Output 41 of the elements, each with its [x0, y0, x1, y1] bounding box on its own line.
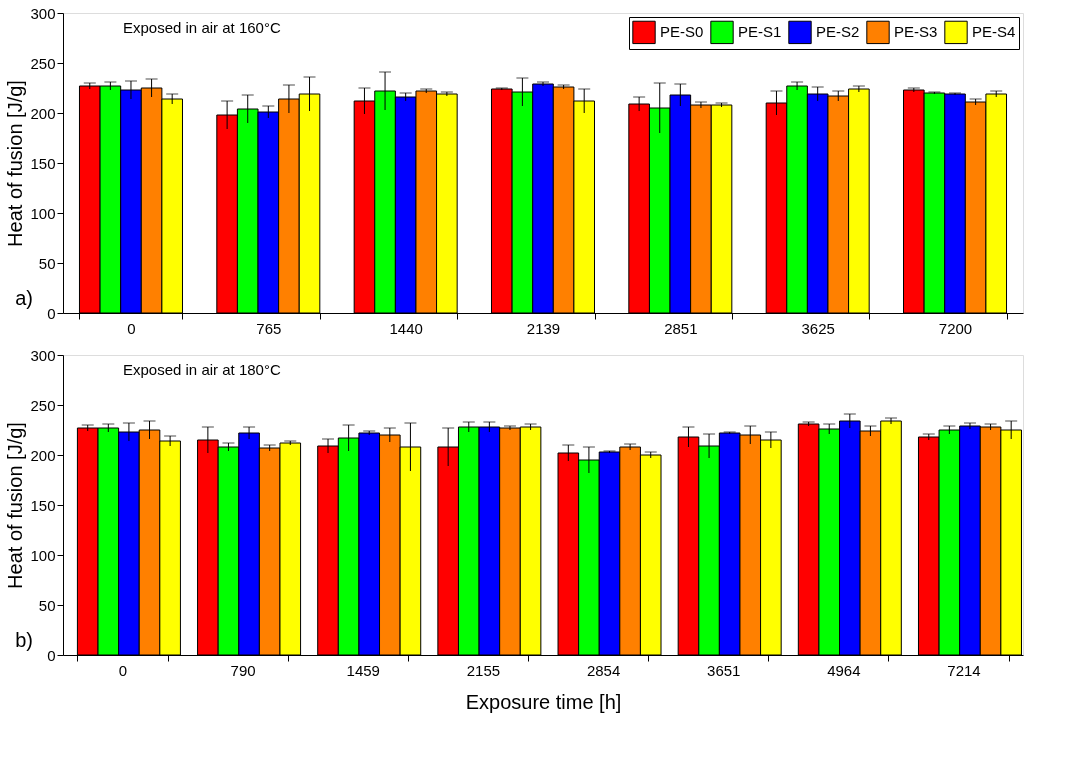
- x-tick-label: 0: [127, 319, 136, 337]
- legend-label: PE-S1: [738, 23, 782, 41]
- legend-label: PE-S2: [816, 23, 860, 41]
- x-tick-label: 765: [256, 319, 282, 337]
- x-axis-title: Exposure time [h]: [465, 690, 622, 713]
- legend-label: PE-S0: [660, 23, 704, 41]
- x-tick-label: 790: [230, 661, 256, 679]
- x-tick-label: 3651: [707, 661, 741, 679]
- x-tick-label: 7214: [947, 661, 981, 679]
- x-tick-label: 7200: [938, 319, 973, 337]
- y-tick-label: 100: [30, 546, 56, 564]
- x-tick-label: 1459: [346, 661, 380, 679]
- x-tick-label: 2851: [664, 319, 698, 337]
- y-tick-label: 200: [30, 446, 56, 464]
- y-tick-label: 0: [47, 304, 56, 322]
- y-axis-title: Heat of fusion [J/g]: [4, 422, 27, 589]
- x-tick-label: 3625: [801, 319, 835, 337]
- y-tick-label: 300: [30, 4, 56, 22]
- x-tick-label: 2139: [526, 319, 561, 337]
- x-tick-label: 0: [118, 661, 128, 679]
- x-tick-label: 2854: [586, 661, 621, 679]
- y-tick-label: 300: [30, 346, 56, 364]
- y-tick-label: 250: [30, 54, 56, 72]
- y-tick-label: 200: [30, 104, 56, 122]
- x-tick-label: 2155: [466, 661, 501, 679]
- y-tick-label: 50: [38, 254, 56, 272]
- y-tick-label: 150: [30, 154, 56, 172]
- text: b): [15, 629, 33, 651]
- legend-label: PE-S3: [894, 23, 938, 41]
- y-axis-title: Heat of fusion [J/g]: [4, 80, 27, 247]
- legend-label: PE-S4: [972, 23, 1016, 41]
- y-tick-label: 0: [47, 646, 56, 664]
- x-tick-label: 4964: [827, 661, 861, 679]
- y-tick-label: 250: [30, 396, 56, 414]
- text: a): [15, 287, 33, 309]
- annotation: Exposed in air at 160°C: [123, 19, 281, 36]
- y-tick-label: 150: [30, 496, 56, 514]
- x-tick-label: 1440: [389, 319, 423, 337]
- annotation: Exposed in air at 180°C: [123, 361, 281, 378]
- y-tick-label: 100: [30, 204, 56, 222]
- y-tick-label: 50: [38, 596, 56, 614]
